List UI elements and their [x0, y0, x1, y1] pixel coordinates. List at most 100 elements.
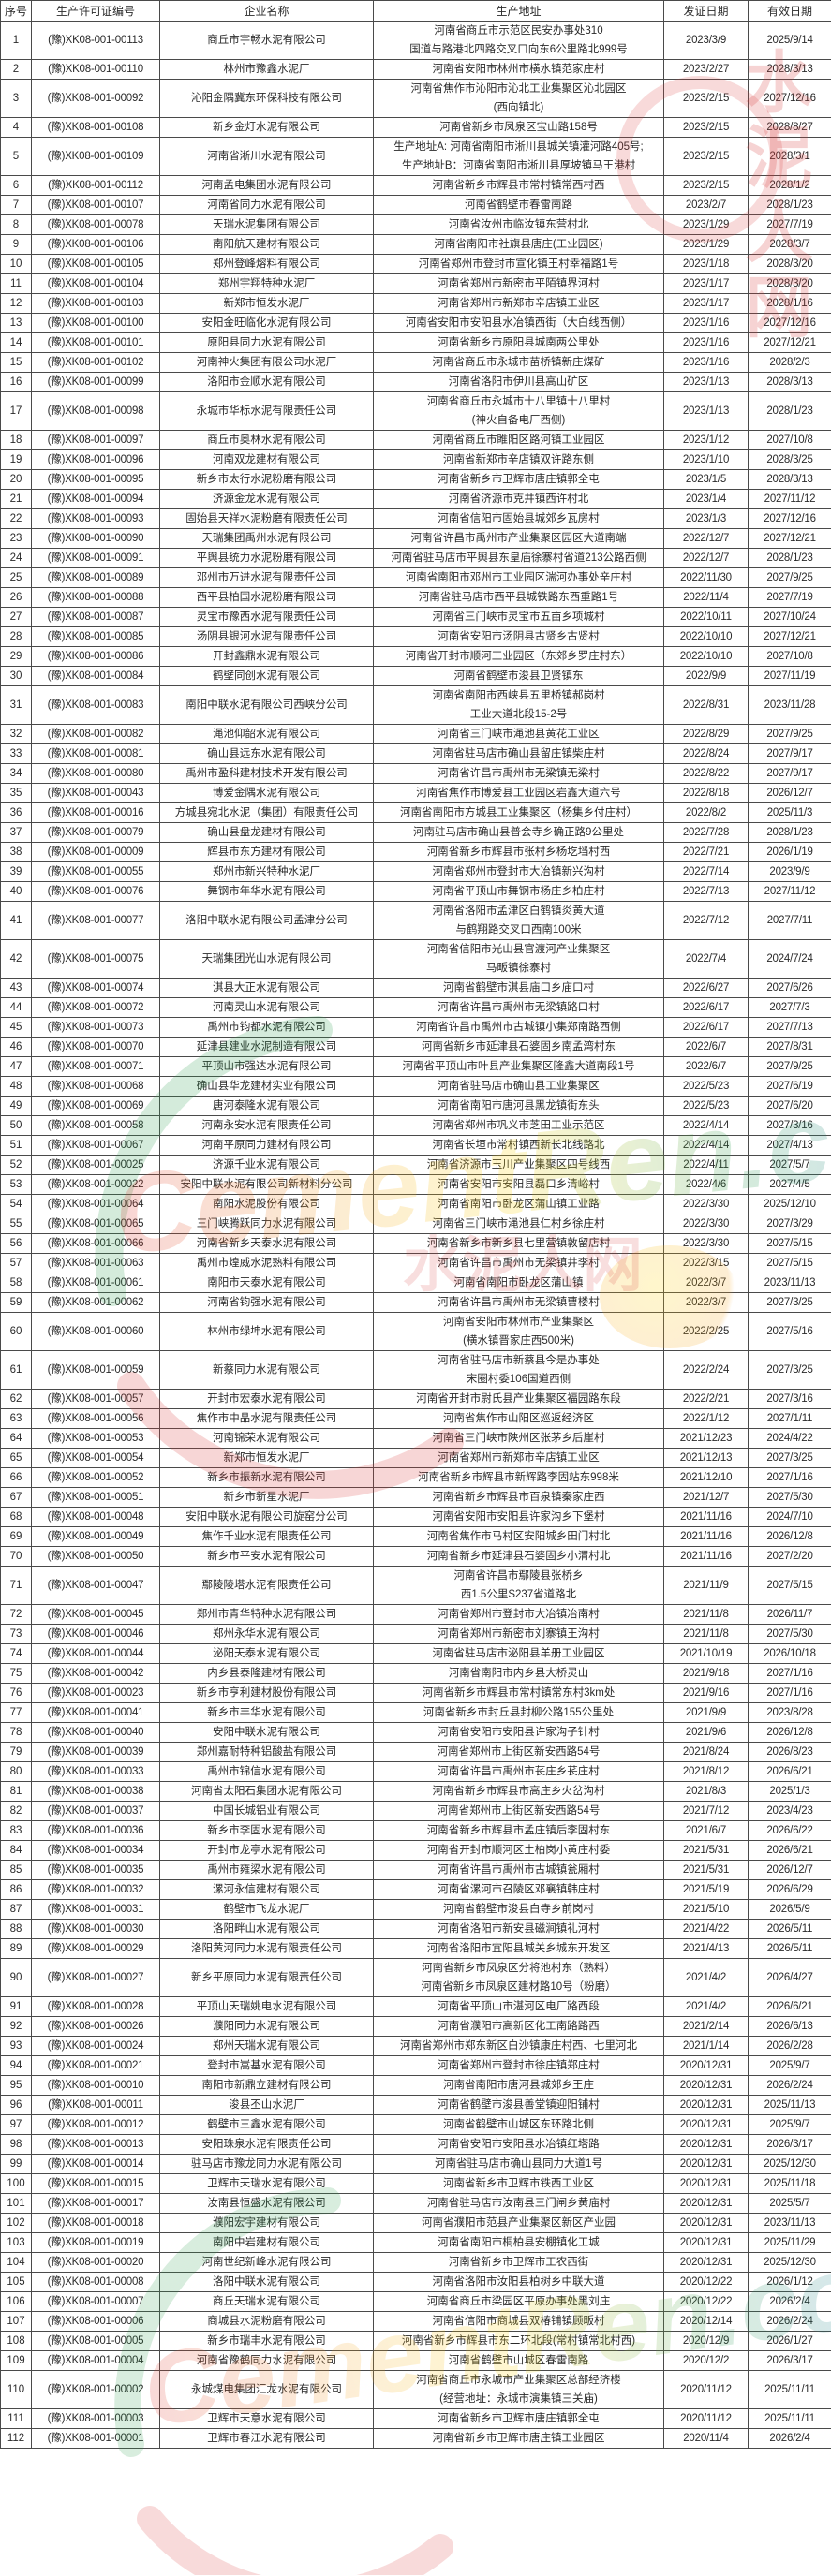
cell-address: 河南省三门峡市渑池县黄花工业区	[373, 724, 664, 744]
cell-license: (豫)XK08-001-00013	[31, 2134, 160, 2155]
cell-no: 93	[0, 2036, 32, 2056]
table-row: 100 (豫)XK08-001-00015 卫辉市天瑞水泥有限公司 河南省新乡市卫辉市…	[0, 2173, 831, 2194]
table-row: 8 (豫)XK08-001-00078 天瑞水泥集团有限公司 河南省汝州市临汝镇东营村…	[0, 214, 831, 235]
cell-valid: 2023/9/9	[748, 861, 831, 882]
cell-address: 河南省安阳市安阳县水冶镇西街（大白线西侧）	[373, 313, 664, 333]
table-row: 49 (豫)XK08-001-00069 唐河泰隆水泥有限公司 河南省南阳市唐河县黑龙…	[0, 1096, 831, 1116]
cell-valid: 2028/3/13	[748, 372, 831, 392]
cell-no: 44	[0, 997, 32, 1018]
cell-license: (豫)XK08-001-00043	[31, 783, 160, 803]
table-row: 42 (豫)XK08-001-00075 天瑞集团光山水泥有限公司 河南省信阳市光山县…	[0, 939, 831, 979]
cell-no: 107	[0, 2311, 32, 2332]
table-row: 101 (豫)XK08-001-00017 汝南县恒盛水泥有限公司 河南省驻马店市汝南…	[0, 2193, 831, 2214]
cell-address: 河南省新乡市辉县市东二环北段(常村镇常北村西)	[373, 2331, 664, 2351]
cell-no: 75	[0, 1663, 32, 1684]
cell-valid: 2027/7/13	[748, 1017, 831, 1038]
cell-issued: 2022/2/24	[663, 1350, 749, 1390]
cell-valid: 2027/11/12	[748, 489, 831, 509]
cell-no: 7	[0, 195, 32, 215]
cell-license: (豫)XK08-001-00054	[31, 1448, 160, 1468]
cell-license: (豫)XK08-001-00108	[31, 117, 160, 138]
cell-no: 72	[0, 1604, 32, 1625]
cell-issued: 2021/11/9	[663, 1566, 749, 1605]
cell-issued: 2022/6/7	[663, 1037, 749, 1057]
cell-no: 62	[0, 1389, 32, 1409]
table-row: 11 (豫)XK08-001-00104 郑州宇翔特种水泥厂 河南省郑州市新密市平陌镇…	[0, 273, 831, 294]
cell-company: 驻马店市豫龙同力水泥有限公司	[159, 2154, 374, 2174]
cell-address: 河南省郑州市新郑市辛店镇工业区	[373, 293, 664, 314]
cell-valid: 2027/9/25	[748, 567, 831, 588]
cell-company: 新乡市亨利建材股份有限公司	[159, 1683, 374, 1703]
cell-valid: 2027/7/19	[748, 587, 831, 608]
cell-valid: 2024/7/24	[748, 939, 831, 979]
cell-address: 河南省洛阳市汝阳县柏树乡中联大道	[373, 2272, 664, 2292]
cell-issued: 2023/2/15	[663, 79, 749, 118]
cell-address: 河南省南阳市内乡县大桥灵山	[373, 1663, 664, 1684]
cell-no: 85	[0, 1860, 32, 1880]
cell-address: 河南省商丘市睢阳区路河镇工业园区	[373, 430, 664, 450]
cell-address: 河南省许昌市鄢陵县张桥乡 西1.5公里S237省道路北	[373, 1566, 664, 1605]
cell-address: 河南省商丘市永城市产业集聚区总部经济楼 (经营地址：永城市演集镇三关庙)	[373, 2370, 664, 2409]
col-header-address: 生产地址	[373, 0, 664, 22]
cell-company: 河南永安水泥有限责任公司	[159, 1115, 374, 1136]
cell-license: (豫)XK08-001-00035	[31, 1860, 160, 1880]
cell-address: 河南省新乡市辉县市新辉路李固站东998米	[373, 1467, 664, 1488]
cell-license: (豫)XK08-001-00062	[31, 1292, 160, 1313]
cell-address: 河南省洛阳市宜阳县城关乡城东开发区	[373, 1938, 664, 1959]
cell-no: 10	[0, 254, 32, 274]
cell-license: (豫)XK08-001-00113	[31, 21, 160, 60]
cell-company: 郑州登峰熔料有限公司	[159, 254, 374, 274]
cell-address: 河南省汝州市临汝镇东营村北	[373, 214, 664, 235]
cell-no: 76	[0, 1683, 32, 1703]
cell-valid: 2025/12/30	[748, 2252, 831, 2273]
cell-company: 新乡市丰华水泥有限公司	[159, 1702, 374, 1723]
cell-address: 河南省新乡市辉县市张村乡杨圪垱村西	[373, 842, 664, 862]
cell-license: (豫)XK08-001-00046	[31, 1624, 160, 1644]
cell-company: 永城煤电集团汇龙水泥有限公司	[159, 2370, 374, 2409]
cell-license: (豫)XK08-001-00083	[31, 685, 160, 725]
cell-license: (豫)XK08-001-00094	[31, 489, 160, 509]
cell-company: 郑州宇翔特种水泥厂	[159, 273, 374, 294]
cell-no: 97	[0, 2114, 32, 2135]
cell-address: 河南省焦作市马村区安阳城乡田门村北	[373, 1526, 664, 1547]
cell-license: (豫)XK08-001-00107	[31, 195, 160, 215]
cell-license: (豫)XK08-001-00040	[31, 1722, 160, 1743]
col-header-license: 生产许可证编号	[31, 0, 160, 22]
cell-address: 河南省郑州市上街区新安西路54号	[373, 1801, 664, 1821]
table-row: 75 (豫)XK08-001-00042 内乡县泰隆建材有限公司 河南省南阳市内乡县大…	[0, 1663, 831, 1684]
cell-valid: 2026/11/7	[748, 1604, 831, 1625]
cell-license: (豫)XK08-001-00066	[31, 1233, 160, 1254]
cell-address: 河南省鹤壁市山城区东环路北侧	[373, 2114, 664, 2135]
cell-issued: 2021/8/24	[663, 1742, 749, 1762]
cell-issued: 2020/12/9	[663, 2331, 749, 2351]
cell-valid: 2027/6/20	[748, 1096, 831, 1116]
cell-address: 河南省许昌市禹州市苌庄乡苌庄村	[373, 1761, 664, 1782]
cell-license: (豫)XK08-001-00101	[31, 332, 160, 353]
cell-no: 100	[0, 2173, 32, 2194]
cell-issued: 2021/4/22	[663, 1919, 749, 1939]
cell-company: 安阳中联水泥有限公司	[159, 1722, 374, 1743]
cell-address: 河南省濮阳市范县产业集聚区新区产业园	[373, 2213, 664, 2233]
cell-valid: 2027/10/24	[748, 607, 831, 627]
cell-no: 63	[0, 1408, 32, 1429]
cell-company: 原阳县同力水泥有限公司	[159, 332, 374, 353]
cell-company: 天瑞水泥集团有限公司	[159, 214, 374, 235]
cell-company: 南阳市新鼎立建材有限公司	[159, 2075, 374, 2096]
cell-no: 1	[0, 21, 32, 60]
cell-valid: 2028/1/23	[748, 548, 831, 568]
cell-license: (豫)XK08-001-00027	[31, 1958, 160, 1997]
cell-address: 河南省信阳市商城县双椿铺镇顾畈村	[373, 2311, 664, 2332]
cell-issued: 2022/11/30	[663, 567, 749, 588]
cell-company: 三门峡腾跃同力水泥有限公司	[159, 1214, 374, 1234]
cell-company: 河南省淅川水泥有限公司	[159, 137, 374, 176]
cell-company: 郑州永华水泥有限公司	[159, 1624, 374, 1644]
table-row: 12 (豫)XK08-001-00103 新郑市恒发水泥厂 河南省郑州市新郑市辛店镇工…	[0, 293, 831, 314]
cell-issued: 2022/12/7	[663, 528, 749, 549]
cell-address: 河南省驻马店市西平县城铁路东西重路1号	[373, 587, 664, 608]
cell-company: 禹州市钧都水泥有限公司	[159, 1017, 374, 1038]
cell-license: (豫)XK08-001-00072	[31, 997, 160, 1018]
cell-valid: 2027/3/25	[748, 1448, 831, 1468]
table-row: 16 (豫)XK08-001-00099 洛阳市金顺水泥有限公司 河南省洛阳市伊川县高…	[0, 372, 831, 392]
table-row: 69 (豫)XK08-001-00049 焦作千业水泥有限责任公司 河南省焦作市马村区…	[0, 1526, 831, 1547]
cell-company: 新乡金灯水泥有限公司	[159, 117, 374, 138]
